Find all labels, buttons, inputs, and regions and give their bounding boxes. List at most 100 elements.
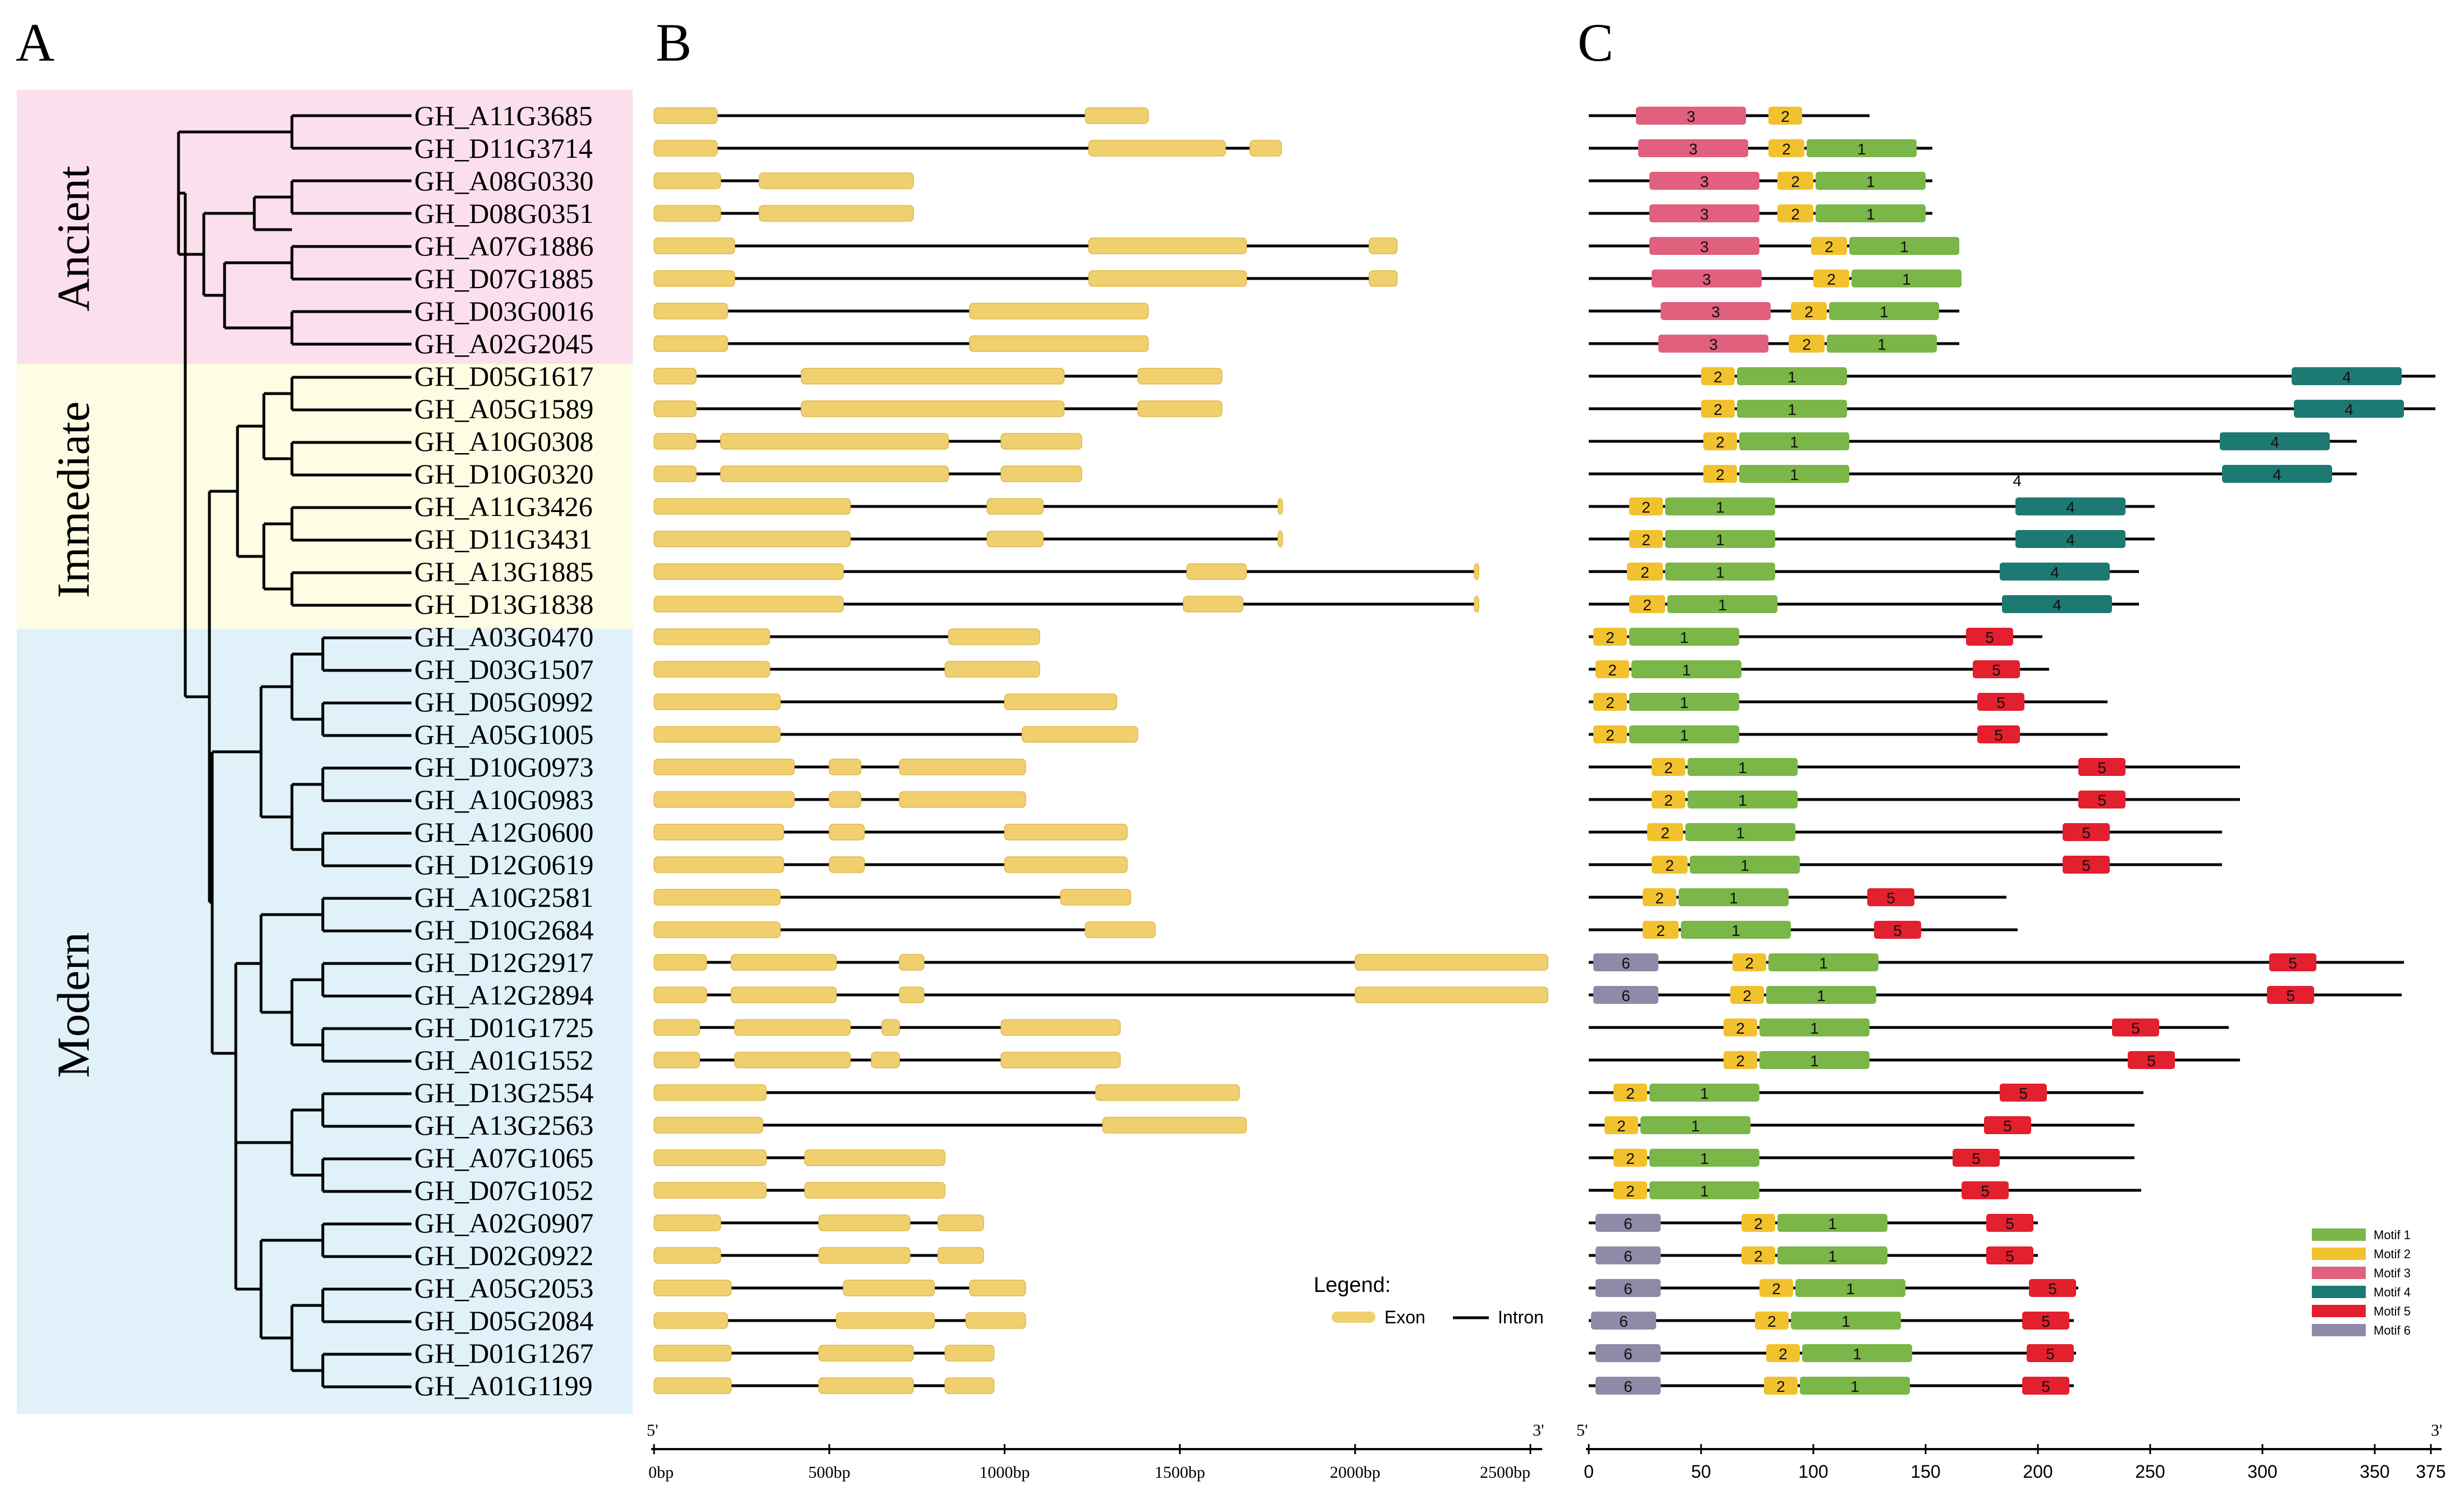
exon-box: [881, 1019, 900, 1036]
exon-box: [653, 140, 718, 157]
motif-row: 2 1 5: [1589, 1149, 2134, 1167]
motif-number: 4: [2052, 596, 2061, 614]
motif-row: 2 1 5: [1589, 1084, 2143, 1102]
motif-number: 3: [1686, 108, 1695, 125]
motif-row: 2 1 4: [1589, 563, 2139, 581]
motif-number: 2: [1606, 727, 1615, 744]
gene-label: GH_A07G1886: [414, 230, 593, 262]
motif-legend-swatch: [2312, 1248, 2366, 1260]
exon-legend-label: Exon: [1384, 1307, 1425, 1327]
motif-5-box: [2063, 856, 2110, 874]
motif-number: 1: [1788, 401, 1796, 418]
motif-axis: 5' 3' 0 50 100 150 200 250 300 350 375: [1576, 1421, 2446, 1482]
motif-1-box: [1852, 270, 1962, 287]
motif-number: 1: [1819, 954, 1828, 972]
exon-box: [653, 628, 770, 645]
motif-5-box: [1867, 888, 1914, 906]
motif-number: 2: [1665, 857, 1674, 874]
gene-structure-row: [653, 1182, 946, 1199]
motif-6-box: [1596, 1214, 1661, 1232]
motif-number: 5: [2046, 1345, 2055, 1363]
exon-box: [944, 661, 1040, 678]
motif-number: 6: [1621, 954, 1630, 972]
motif-row: 6 2 1 5: [1589, 953, 2404, 972]
motif-4-box: [2294, 400, 2404, 418]
motif-2-box: [1755, 1312, 1789, 1330]
motif-2-box: [1768, 139, 1804, 157]
gene-structure-row: [653, 498, 1283, 515]
motif-number: 1: [1810, 1052, 1819, 1070]
motif-1-box: [1807, 139, 1917, 157]
motif-5-box: [2063, 823, 2110, 841]
motif-number: 4: [2342, 368, 2351, 386]
motif-row: 3 2 1: [1589, 204, 1932, 223]
motif-number: 3: [1709, 336, 1718, 353]
exon-box: [758, 205, 914, 222]
exon-box: [818, 1377, 914, 1394]
motif-number: 2: [1779, 1345, 1788, 1363]
motif-number: 5: [2005, 1215, 2014, 1232]
exon-box: [969, 335, 1149, 352]
exon-box: [1183, 596, 1244, 613]
motif-1-box: [1629, 725, 1739, 743]
gene-structure-row: [653, 433, 1082, 450]
exon-box: [653, 107, 718, 124]
gene-label: GH_A05G2053: [414, 1272, 593, 1304]
motif-1-box: [1649, 1084, 1759, 1102]
motif-number: 3: [1711, 303, 1720, 321]
motif-number: 5: [2041, 1313, 2050, 1330]
motif-2-box: [1647, 823, 1683, 841]
gene-label: GH_D10G0973: [414, 751, 593, 783]
exon-box: [829, 824, 865, 841]
aa-tick-label: 150: [1910, 1461, 1940, 1482]
gene-structure-row: [653, 889, 1131, 906]
group-immediate-bg: [17, 364, 633, 629]
bp-tick-label: 2000bp: [1330, 1463, 1380, 1482]
motif-5-box: [2029, 1279, 2076, 1297]
aa-tick-label: 350: [2360, 1461, 2389, 1482]
exon-box: [804, 1182, 946, 1199]
motif-5-box: [2128, 1051, 2175, 1069]
motif-3-box: [1649, 237, 1759, 255]
motif-number: 6: [1621, 987, 1630, 1004]
gene-label: GH_A03G0470: [414, 621, 593, 652]
motif-1-box: [1777, 1246, 1887, 1264]
motif-row: 3 2 1: [1589, 335, 1959, 353]
gene-structure-row: [653, 205, 914, 222]
motif-1-box: [1827, 335, 1937, 353]
exon-box: [1085, 107, 1149, 124]
gene-label: GH_A12G2894: [414, 979, 593, 1011]
exon-box: [653, 1345, 732, 1362]
motif-3-box: [1649, 172, 1759, 190]
motif-number: 2: [1745, 954, 1754, 972]
gene-structure-row: [653, 693, 1117, 710]
motif-5-box: [2022, 1377, 2069, 1395]
motif-row: 2 1 4: [1589, 595, 2139, 614]
exon-legend-swatch: [1332, 1312, 1375, 1323]
gene-label: GH_A12G0600: [414, 816, 593, 848]
exon-box: [730, 986, 837, 1003]
bp-axis-ticks: 0bp 500bp 1000bp 1500bp 2000bp 2500bp: [648, 1444, 1532, 1482]
motif-legend-swatch: [2312, 1267, 2366, 1279]
motif-2-box: [1777, 204, 1813, 222]
motif-row: 6 2 1 5: [1589, 1279, 2078, 1298]
exon-box: [653, 954, 707, 971]
exon-box: [899, 791, 1026, 808]
exon-box: [835, 1312, 935, 1329]
gene-label: GH_D11G3431: [414, 523, 593, 555]
group-ancient-bg: [17, 90, 633, 364]
motif-number: 2: [1626, 1182, 1635, 1200]
motif-number: 2: [1642, 499, 1651, 516]
motif-legend-swatch: [2312, 1305, 2366, 1317]
motif-number: 5: [1992, 661, 2001, 679]
gene-label: GH_D10G2684: [414, 914, 593, 946]
motif-row: 6 2 1 5: [1589, 1246, 2038, 1265]
motif-number: 5: [2097, 759, 2106, 777]
motif-number: 1: [1902, 271, 1911, 288]
motif-row: 3 2 1: [1589, 302, 1959, 321]
motif-1-box: [1759, 1051, 1869, 1069]
exon-box: [734, 1052, 851, 1068]
gene-label: GH_A08G0330: [414, 165, 593, 197]
gene-structure-row: [653, 1377, 995, 1394]
